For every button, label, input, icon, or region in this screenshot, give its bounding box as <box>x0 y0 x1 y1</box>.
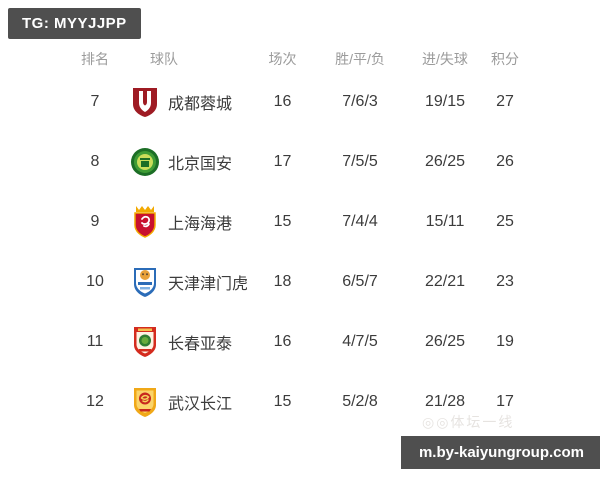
wdl-value: 7/4/4 <box>342 213 378 230</box>
wdl-value: 6/5/7 <box>342 273 378 290</box>
team-name: 武汉长江 <box>168 396 233 413</box>
site-url-badge: m.by-kaiyungroup.com <box>400 436 600 469</box>
goals-value: 22/21 <box>424 273 466 290</box>
played-value: 16 <box>273 93 292 110</box>
header-played: 场次 <box>268 51 297 67</box>
tg-channel-badge: TG: MYYJJPP <box>8 8 141 39</box>
header-goals: 进/失球 <box>422 51 468 67</box>
played-value: 17 <box>273 153 292 170</box>
rank-value: 9 <box>90 213 100 230</box>
team-name: 长春亚泰 <box>168 336 233 353</box>
shanghai-port-crest-icon <box>130 205 160 239</box>
table-row: 8 北京国安 17 7/5/5 26/25 26 <box>60 132 540 192</box>
points-value: 17 <box>496 393 514 410</box>
rank-value: 12 <box>86 393 104 410</box>
rank-value: 7 <box>90 93 100 110</box>
goals-value: 26/25 <box>424 153 466 170</box>
table-row: 7 成都蓉城 16 7/6/3 19/15 27 <box>60 72 540 132</box>
played-value: 15 <box>273 213 292 230</box>
wdl-value: 7/5/5 <box>342 153 378 170</box>
table-row: 12 武汉长江 15 5/2/8 21/28 17 <box>60 372 540 432</box>
rank-value: 11 <box>86 333 104 350</box>
points-value: 27 <box>496 93 514 110</box>
wdl-value: 4/7/5 <box>342 333 378 350</box>
header-team: 球队 <box>150 51 178 67</box>
points-value: 19 <box>496 333 514 350</box>
wdl-value: 5/2/8 <box>342 393 378 410</box>
league-table: 排名 球队 场次 胜/平/负 进/失球 积分 7 成都蓉城 16 7/6/3 1… <box>60 46 540 432</box>
played-value: 18 <box>273 273 292 290</box>
wuhan-changjiang-crest-icon <box>130 385 160 419</box>
tianjin-jinmen-tiger-crest-icon <box>130 265 160 299</box>
rank-value: 8 <box>90 153 100 170</box>
table-row: 11 长春亚泰 16 4/7/5 26/25 19 <box>60 312 540 372</box>
rank-value: 10 <box>86 273 104 290</box>
header-wdl: 胜/平/负 <box>335 51 385 67</box>
played-value: 16 <box>273 333 292 350</box>
changchun-yatai-crest-icon <box>130 325 160 359</box>
table-header-row: 排名 球队 场次 胜/平/负 进/失球 积分 <box>60 46 540 72</box>
header-points: 积分 <box>491 51 519 67</box>
goals-value: 19/15 <box>424 93 466 110</box>
wdl-value: 7/6/3 <box>342 93 378 110</box>
goals-value: 26/25 <box>424 333 466 350</box>
header-rank: 排名 <box>81 51 109 67</box>
team-name: 北京国安 <box>168 156 233 173</box>
goals-value: 15/11 <box>425 213 465 230</box>
team-name: 天津津门虎 <box>168 276 249 293</box>
beijing-guoan-crest-icon <box>130 145 160 179</box>
team-name: 成都蓉城 <box>168 96 233 113</box>
played-value: 15 <box>273 393 292 410</box>
table-row: 9 上海海港 15 7/4/4 15/11 25 <box>60 192 540 252</box>
points-value: 23 <box>496 273 514 290</box>
points-value: 26 <box>496 153 514 170</box>
team-name: 上海海港 <box>168 216 233 233</box>
goals-value: 21/28 <box>424 393 466 410</box>
table-row: 10 天津津门虎 18 6/5/7 22/21 23 <box>60 252 540 312</box>
chengdu-rongcheng-crest-icon <box>130 85 160 119</box>
points-value: 25 <box>496 213 514 230</box>
